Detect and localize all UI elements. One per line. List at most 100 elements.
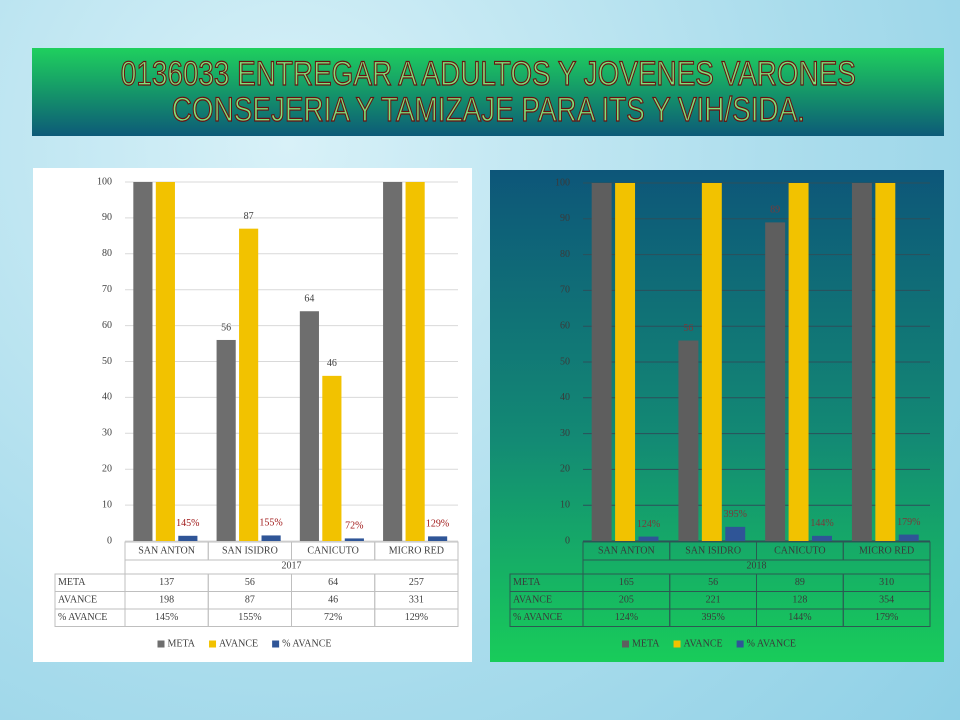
y-tick-label: 80 [560, 249, 570, 260]
table-cell [842, 541, 931, 561]
bar [155, 182, 175, 541]
data-label: 46 [327, 358, 337, 369]
bar [615, 183, 636, 541]
data-label: 89 [770, 205, 780, 216]
data-label: 64 [304, 294, 314, 305]
bar [216, 339, 236, 541]
bar [299, 311, 319, 541]
table-value: 165 [619, 577, 634, 588]
x-tick-label: SAN ISIDRO [685, 545, 741, 556]
y-tick-label: 40 [560, 392, 570, 403]
bar [812, 535, 832, 541]
bar [678, 340, 699, 541]
data-label: 155% [259, 518, 282, 529]
x-axis-title: 2017 [282, 560, 302, 571]
bar [898, 534, 919, 541]
legend-swatch [736, 640, 744, 648]
table-value: 257 [409, 577, 424, 588]
y-tick-label: 90 [102, 212, 112, 223]
data-label: 124% [637, 519, 660, 530]
table-value: 331 [409, 595, 424, 606]
table-row-label: % AVANCE [513, 612, 562, 623]
x-tick-label: MICRO RED [389, 545, 444, 556]
y-tick-label: 30 [560, 428, 570, 439]
bars [133, 182, 448, 541]
legend-swatch [673, 640, 681, 648]
table-value: 46 [328, 595, 338, 606]
x-axis-title: 2018 [747, 560, 767, 571]
table-value: 155% [238, 612, 261, 623]
y-tick-label: 100 [555, 177, 570, 188]
table-row-label: AVANCE [513, 595, 552, 606]
bar [261, 535, 281, 541]
y-tick-label: 20 [102, 463, 112, 474]
y-tick-label: 80 [102, 248, 112, 259]
bar [322, 375, 342, 541]
bar [383, 182, 403, 541]
table-value: 87 [245, 595, 255, 606]
table-value: 205 [619, 595, 634, 606]
x-tick-label: CANICUTO [307, 545, 358, 556]
table-cell [842, 608, 931, 627]
bar [591, 183, 612, 541]
legend-label: % AVANCE [747, 638, 796, 649]
y-tick-label: 90 [560, 213, 570, 224]
table-value: 179% [875, 612, 898, 623]
legend-label: % AVANCE [282, 638, 331, 649]
table-cell [374, 608, 459, 627]
data-label: 145% [176, 518, 199, 529]
data-label: 144% [810, 518, 833, 529]
y-tick-label: 10 [102, 499, 112, 510]
bar [344, 538, 364, 541]
title-banner: 0136033 ENTREGAR A ADULTOS Y JOVENES VAR… [32, 48, 944, 136]
y-tick-label: 20 [560, 464, 570, 475]
legend-label: AVANCE [684, 638, 723, 649]
data-label: 56 [683, 323, 693, 334]
legend-swatch [272, 640, 280, 648]
table-value: 56 [708, 577, 718, 588]
x-tick-label: SAN ANTON [598, 545, 655, 556]
bar [725, 526, 746, 541]
x-tick-label: SAN ANTON [138, 545, 195, 556]
bar [788, 183, 809, 541]
table-value: 129% [405, 612, 428, 623]
y-tick-label: 100 [97, 176, 112, 187]
bar [239, 228, 259, 541]
y-tick-label: 60 [102, 320, 112, 331]
bar [765, 222, 786, 541]
table-value: 354 [879, 595, 894, 606]
y-tick-label: 0 [107, 535, 112, 546]
table-value: 144% [788, 612, 811, 623]
bar [428, 536, 448, 541]
table-value: 64 [328, 577, 338, 588]
y-tick-label: 70 [560, 285, 570, 296]
legend-swatch [622, 640, 629, 648]
legend-label: AVANCE [219, 638, 258, 649]
data-label: 129% [426, 519, 449, 530]
table-row-label: % AVANCE [58, 612, 107, 623]
table-value: 128 [792, 595, 807, 606]
bar [701, 183, 722, 541]
bar [875, 183, 896, 541]
x-tick-label: CANICUTO [774, 545, 825, 556]
bar [851, 183, 872, 541]
data-label: 72% [345, 521, 363, 532]
data-label: 395% [724, 509, 747, 520]
table-row-label: META [513, 577, 541, 588]
data-label: 87 [244, 211, 254, 222]
table-value: 124% [615, 612, 638, 623]
y-tick-label: 50 [560, 356, 570, 367]
slide-title: 0136033 ENTREGAR A ADULTOS Y JOVENES VAR… [120, 55, 856, 129]
legend-label: META [168, 638, 196, 649]
y-tick-label: 10 [560, 499, 570, 510]
table-value: 395% [701, 612, 724, 623]
table-value: 137 [159, 577, 174, 588]
legend-swatch [157, 640, 165, 648]
table-value: 89 [795, 577, 805, 588]
table-value: 198 [159, 595, 174, 606]
y-tick-label: 30 [102, 428, 112, 439]
x-tick-label: MICRO RED [859, 545, 914, 556]
table-row-label: META [58, 577, 86, 588]
data-label: 56 [221, 322, 231, 333]
